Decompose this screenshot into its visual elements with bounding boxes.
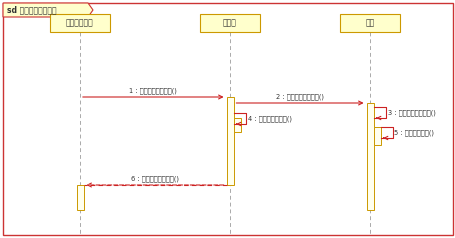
Bar [76, 185, 83, 210]
Bar [366, 103, 373, 210]
Polygon shape [3, 3, 93, 17]
Text: 지상관제센터: 지상관제센터 [66, 19, 94, 28]
Bar [233, 118, 240, 132]
Text: 5 : 통면모드실행(): 5 : 통면모드실행() [394, 129, 434, 136]
Text: 4 : 로버통통신시도(): 4 : 로버통통신시도() [247, 115, 291, 122]
Text: 6 : 통신상태결과전달(): 6 : 통신상태결과전달() [131, 175, 179, 182]
Text: 착륙선: 착륙선 [222, 19, 237, 28]
Bar [50, 14, 110, 32]
Bar [339, 14, 399, 32]
Text: 로버: 로버 [364, 19, 374, 28]
Text: 3 : 착륙선통통신시도(): 3 : 착륙선통통신시도() [387, 109, 435, 116]
Text: 1 : 통신상태확인요청(): 1 : 통신상태확인요청() [129, 87, 177, 94]
Bar [226, 97, 233, 185]
Text: 2 : 통신상태확인요청(): 2 : 통신상태확인요청() [275, 93, 324, 100]
Bar [200, 14, 259, 32]
Bar [373, 127, 379, 145]
Text: sd 통신실패시나리오: sd 통신실패시나리오 [7, 5, 56, 15]
